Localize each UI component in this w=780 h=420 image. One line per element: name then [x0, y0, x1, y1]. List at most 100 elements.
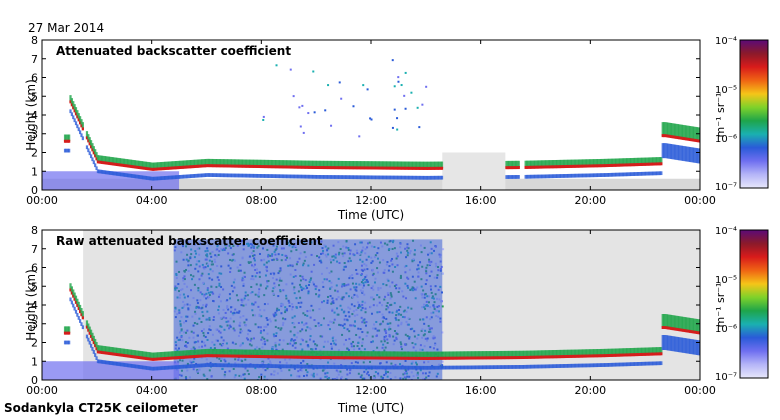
cloud-band — [207, 363, 211, 367]
cloud-core — [652, 162, 655, 166]
cloud-band — [133, 350, 137, 357]
cloud-band — [510, 175, 514, 179]
cloud-band — [132, 364, 135, 368]
cloud-band — [136, 364, 139, 369]
cloud-band — [105, 156, 108, 163]
cloud-core — [73, 109, 76, 113]
cloud-band — [203, 363, 206, 368]
cloud-band — [349, 161, 352, 168]
cloud-band — [432, 351, 435, 359]
y-tick-label: 4 — [31, 109, 38, 122]
cloud-band — [360, 365, 363, 370]
cloud-core — [89, 334, 93, 338]
cloud-band — [412, 175, 415, 180]
cloud-band — [317, 365, 320, 369]
cloud-band — [630, 362, 633, 367]
cloud-core — [610, 163, 614, 167]
cloud-core — [195, 354, 198, 358]
cloud-band — [672, 123, 675, 137]
scatter-pixel — [421, 103, 424, 106]
cloud-core — [691, 138, 694, 142]
cloud-band — [344, 365, 348, 369]
cloud-band — [251, 363, 254, 368]
cloud-core — [150, 357, 153, 361]
cloud-core — [505, 356, 508, 360]
cloud-band — [678, 316, 681, 330]
y-tick-label: 5 — [31, 280, 38, 293]
cloud-band — [129, 159, 132, 167]
cloud-core — [483, 356, 486, 360]
cloud-band — [684, 317, 688, 331]
cloud-band — [92, 350, 95, 354]
cloud-band — [379, 351, 382, 359]
cloud-band — [328, 160, 331, 168]
cloud-core — [275, 165, 278, 169]
cloud-band — [346, 161, 349, 168]
cloud-core — [346, 166, 349, 170]
cloud-core — [302, 355, 305, 359]
cloud-core — [232, 164, 235, 168]
cloud-band — [451, 351, 455, 359]
cloud-core — [194, 354, 197, 358]
cloud-band — [291, 160, 294, 168]
cloud-core — [621, 353, 625, 357]
cloud-band — [107, 156, 110, 164]
cloud-band — [547, 364, 551, 369]
cloud-band — [431, 175, 434, 180]
cloud-core — [218, 164, 222, 168]
cloud-band — [76, 110, 79, 117]
cloud-band — [513, 160, 516, 168]
cloud-core — [539, 165, 542, 169]
cloud-band — [76, 312, 79, 317]
cloud-core — [280, 165, 283, 169]
cloud-band — [246, 159, 249, 167]
cloud-band — [652, 347, 655, 355]
cloud-band — [181, 350, 185, 358]
cloud-band — [154, 366, 157, 371]
cloud-band — [216, 159, 219, 166]
cloud-band — [458, 351, 461, 359]
cloud-band — [427, 161, 430, 169]
cloud-band — [294, 160, 297, 168]
cloud-band — [649, 157, 652, 165]
cloud-core — [360, 166, 363, 170]
cloud-core — [350, 356, 353, 360]
cloud-core — [545, 165, 548, 169]
cloud-band — [650, 171, 653, 176]
cloud-core — [625, 353, 629, 357]
cloud-band — [179, 365, 182, 369]
cloud-band — [120, 172, 123, 177]
cloud-band — [110, 171, 113, 175]
cloud-band — [372, 161, 375, 168]
cloud-core — [358, 166, 361, 170]
cloud-band — [421, 161, 424, 169]
cloud-core — [362, 356, 365, 360]
cloud-band — [339, 175, 342, 179]
cloud-band — [114, 347, 117, 355]
cloud-band — [587, 173, 590, 178]
cloud-band — [608, 158, 611, 166]
x-tick-label: 04:00 — [136, 384, 168, 397]
cloud-core — [302, 165, 305, 169]
cloud-band — [654, 361, 657, 366]
cloud-core — [405, 166, 408, 170]
cloud-core — [117, 353, 120, 357]
cloud-core — [324, 166, 327, 170]
cloud-core — [144, 356, 148, 360]
cloud-core — [479, 356, 482, 360]
scatter-pixel — [393, 108, 396, 111]
cloud-core — [159, 167, 163, 171]
cloud-core — [310, 355, 313, 359]
cloud-core — [148, 357, 152, 361]
cloud-core — [184, 165, 187, 169]
cloud-core — [656, 352, 659, 356]
cloud-band — [162, 366, 165, 370]
cloud-band — [239, 173, 242, 178]
cloud-core — [482, 356, 485, 360]
cloud-core — [181, 165, 185, 169]
cloud-band — [687, 338, 690, 354]
cloud-band — [601, 173, 604, 177]
cloud-core — [221, 354, 224, 358]
cloud-band — [405, 365, 408, 370]
cloud-band — [181, 174, 185, 179]
